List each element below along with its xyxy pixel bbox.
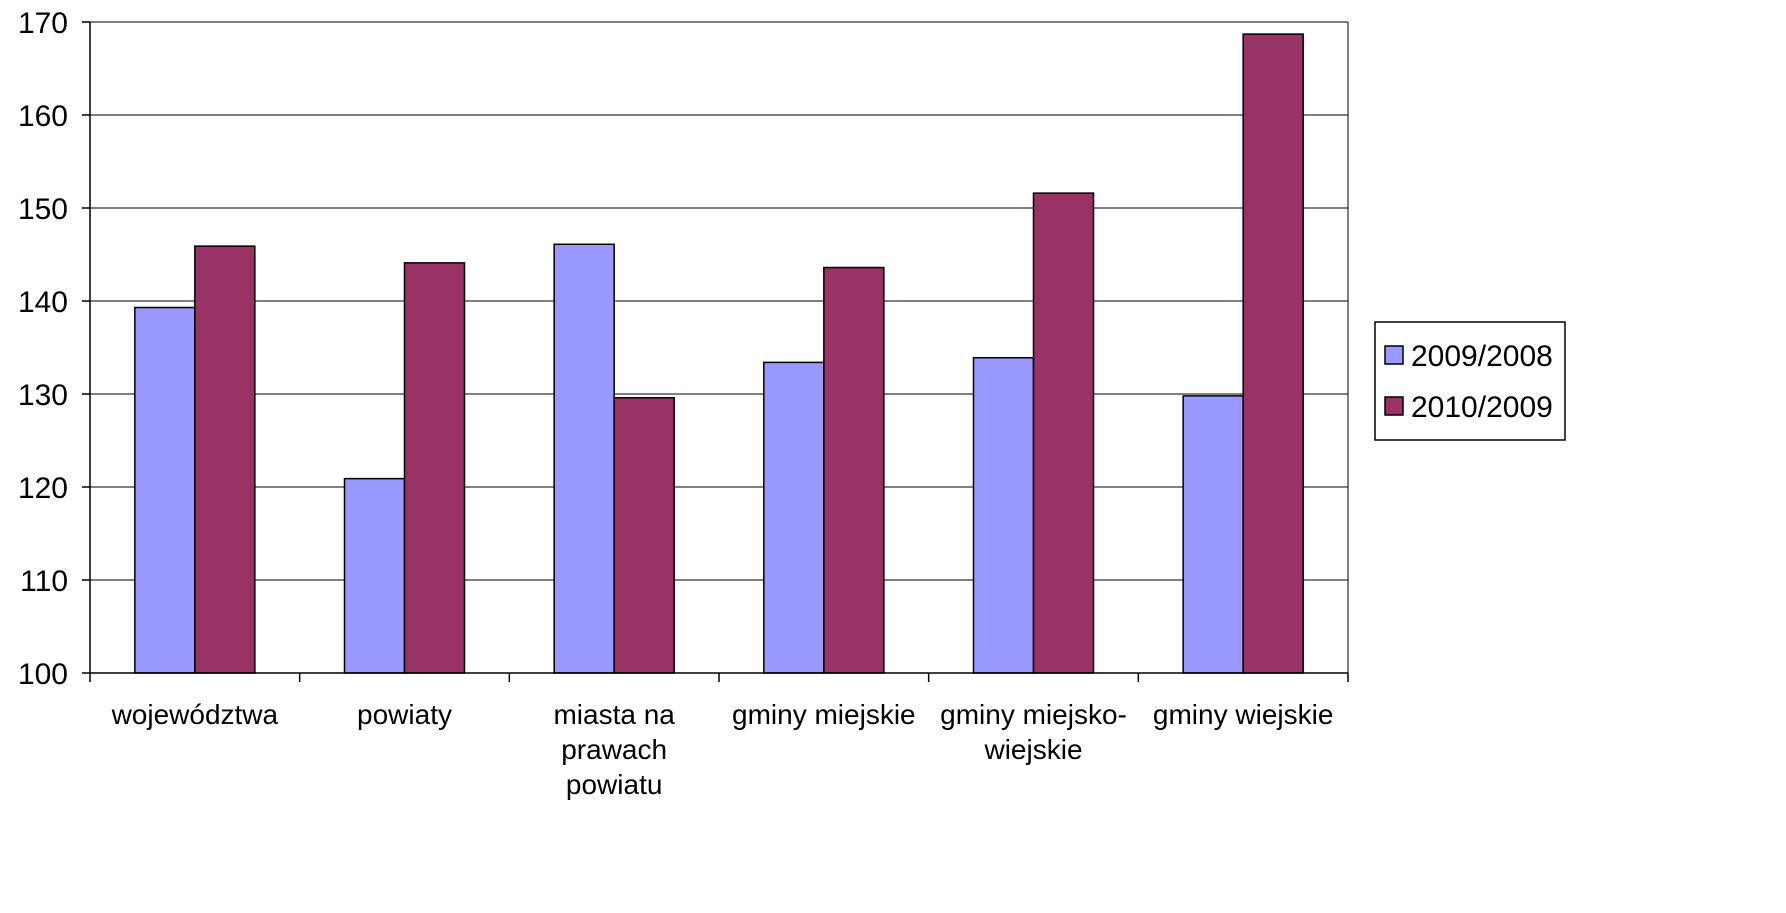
bar-2010-2009 <box>1032 192 1095 674</box>
bar-2010-2009 <box>194 245 256 674</box>
x-tick-label: miasta na prawach powiatu <box>553 699 675 800</box>
bar-2009-2008 <box>972 356 1035 674</box>
bar-2009-2008 <box>1182 395 1244 674</box>
bar-2010-2009 <box>1242 33 1304 674</box>
bar-2010-2009 <box>403 262 466 674</box>
x-tick-labels: województwa powiaty miasta na prawach powiat… <box>111 699 1334 800</box>
x-tick-label-line: gminy miejsko- <box>940 699 1127 730</box>
axes <box>82 21 1349 682</box>
x-tick-label-line: prawach <box>561 734 667 765</box>
bar-2009-2008 <box>134 306 196 674</box>
x-tick-label-line: powiatu <box>566 769 663 800</box>
y-tick-label: 160 <box>18 100 68 133</box>
bars <box>134 33 1304 674</box>
legend: 2009/2008 2010/2009 <box>1374 321 1566 441</box>
x-tick-label: gminy miejsko-wiejskie <box>940 699 1127 765</box>
bar-2009-2008 <box>763 361 825 674</box>
legend-label: 2009/2008 <box>1411 340 1553 373</box>
y-tick-labels: 100 110 120 130 140 150 160 170 <box>18 7 68 691</box>
x-tick-label-line: gminy wiejskie <box>1153 699 1334 730</box>
y-tick-label: 100 <box>18 658 68 691</box>
x-tick-label-line: powiaty <box>357 699 452 730</box>
x-tick-label-line: gminy miejskie <box>732 699 916 730</box>
y-tick-label: 130 <box>18 379 68 412</box>
legend-label: 2010/2009 <box>1411 391 1553 424</box>
legend-swatch <box>1384 345 1404 365</box>
x-tick-label: województwa <box>111 699 279 730</box>
bar-2009-2008 <box>553 243 615 674</box>
y-tick-label: 110 <box>20 565 68 598</box>
gridlines <box>90 21 1348 581</box>
bar-2009-2008 <box>343 477 406 674</box>
x-tick-label: powiaty <box>357 699 452 730</box>
x-tick-label-line: miasta na <box>553 699 675 730</box>
y-tick-label: 140 <box>18 286 68 319</box>
y-tick-label: 170 <box>18 7 68 40</box>
bar-2010-2009 <box>613 396 675 674</box>
x-tick-label: gminy miejskie <box>732 699 916 730</box>
legend-box <box>1374 321 1566 441</box>
y-tick-label: 150 <box>18 193 68 226</box>
y-tick-label: 120 <box>18 472 68 505</box>
legend-swatch <box>1384 396 1404 416</box>
x-tick-label-line: województwa <box>111 699 279 730</box>
bar-2010-2009 <box>823 266 885 674</box>
x-tick-label-line: wiejskie <box>983 734 1082 765</box>
x-tick-label: gminy wiejskie <box>1153 699 1334 730</box>
